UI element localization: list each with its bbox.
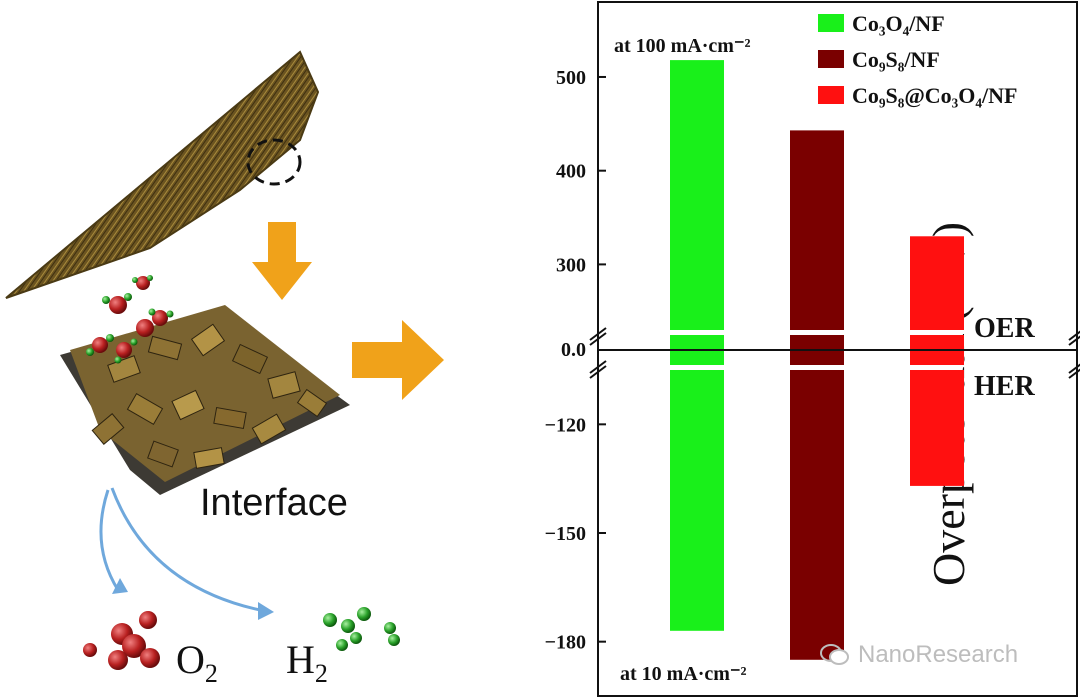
wechat-icon [820,644,849,665]
watermark: NanoResearch [820,640,1018,670]
bar-her [910,370,964,486]
o2-molecules [83,611,160,670]
y-tick-label-her: −120 [545,414,586,436]
o2-label-sub: 2 [204,659,218,688]
legend-swatch [818,86,844,104]
legend-swatch [818,14,844,32]
y-tick-label-oer: 500 [556,67,586,89]
bar-her [790,370,844,660]
y-tick-label-oer: 400 [556,161,586,183]
annotation-bottom: at 10 mA·cm⁻² [620,663,747,685]
h2-label: H2 [286,636,328,689]
reaction-arrows [99,487,271,614]
water-molecules [86,275,174,364]
legend-label: Co₉S₈@Co₃O₄/NF [852,83,1017,108]
legend-label: Co₃O₄/NF [852,11,945,36]
h2-label-base: H [286,637,315,682]
nanowire-cone [5,50,320,299]
h2-molecules [323,607,400,651]
down-arrow-icon [252,222,312,300]
oer-region-label: OER [974,313,1035,344]
bar-oer [790,130,844,330]
schematic-illustration [5,50,444,670]
y-tick-label-her: −180 [545,632,586,654]
right-arrow-icon [352,320,444,400]
axis-break-left [589,327,607,379]
nanosheet-block [60,305,350,495]
h2-label-sub: 2 [314,659,328,688]
legend: Co₃O₄/NF Co₉S₈/NF Co₉S₈@Co₃O₄/NF [818,11,1017,108]
legend-swatch [818,50,844,68]
watermark-text: NanoResearch [858,641,1019,668]
y-tick-label-oer: 300 [556,254,586,276]
her-region-label: HER [974,371,1035,402]
o2-label: O2 [176,636,218,689]
zero-tick-label: 0.0 [561,339,586,361]
interface-label: Interface [200,482,348,524]
bar-her [670,370,724,631]
o2-label-base: O [176,637,205,682]
annotation-top: at 100 mA·cm⁻² [614,35,751,57]
bar-oer [910,236,964,330]
legend-label: Co₉S₈/NF [852,47,940,72]
axis-break-right [1068,330,1080,379]
bar-oer [670,60,724,331]
dashed-zoom-circle [246,138,302,186]
y-tick-label-her: −150 [545,523,586,545]
